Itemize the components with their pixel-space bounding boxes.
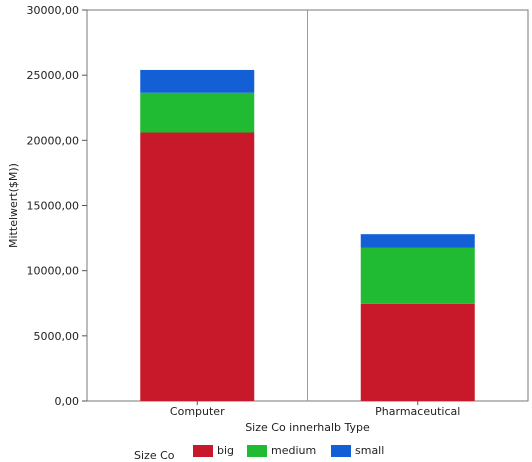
legend-item-big: big bbox=[193, 444, 234, 457]
y-tick-label: 15000,00 bbox=[27, 200, 80, 213]
x-tick-label-pharmaceutical: Pharmaceutical bbox=[375, 405, 460, 418]
y-tick-label: 5000,00 bbox=[34, 330, 80, 343]
y-tick-label: 20000,00 bbox=[27, 134, 80, 147]
bar-pharmaceutical-big bbox=[360, 303, 475, 401]
y-axis: 0,00 5000,00 10000,00 15000,00 20000,00 25000… bbox=[27, 4, 87, 408]
legend-swatch-small bbox=[331, 444, 351, 457]
bar-pharmaceutical-small bbox=[360, 234, 475, 248]
legend-label-medium: medium bbox=[271, 444, 317, 457]
bar-computer-medium bbox=[140, 92, 255, 133]
legend-swatch-big bbox=[193, 444, 213, 457]
y-tick-label: 10000,00 bbox=[27, 265, 80, 278]
bar-computer-big bbox=[140, 132, 255, 401]
legend-title: Size Co bbox=[134, 449, 175, 462]
bars-group bbox=[140, 69, 475, 401]
y-axis-title: Mittelwert($M)) bbox=[7, 163, 20, 248]
y-tick-label: 25000,00 bbox=[27, 69, 80, 82]
legend-swatch-medium bbox=[247, 444, 267, 457]
y-tick-label: 0,00 bbox=[55, 395, 80, 408]
y-tick-label: 30000,00 bbox=[27, 4, 80, 17]
stacked-bar-chart: 0,00 5000,00 10000,00 15000,00 20000,00 25000… bbox=[7, 4, 529, 434]
bar-computer-small bbox=[140, 69, 255, 93]
legend-item-small: small bbox=[331, 444, 384, 457]
x-tick-label-computer: Computer bbox=[170, 405, 225, 418]
x-axis: Computer Pharmaceutical bbox=[170, 401, 460, 418]
x-axis-title: Size Co innerhalb Type bbox=[245, 421, 370, 434]
legend-label-small: small bbox=[355, 444, 385, 457]
legend-item-medium: medium bbox=[247, 444, 316, 457]
bar-pharmaceutical-medium bbox=[360, 247, 475, 304]
legend-label-big: big bbox=[217, 444, 235, 457]
legend: Size Co big medium small bbox=[0, 440, 532, 462]
